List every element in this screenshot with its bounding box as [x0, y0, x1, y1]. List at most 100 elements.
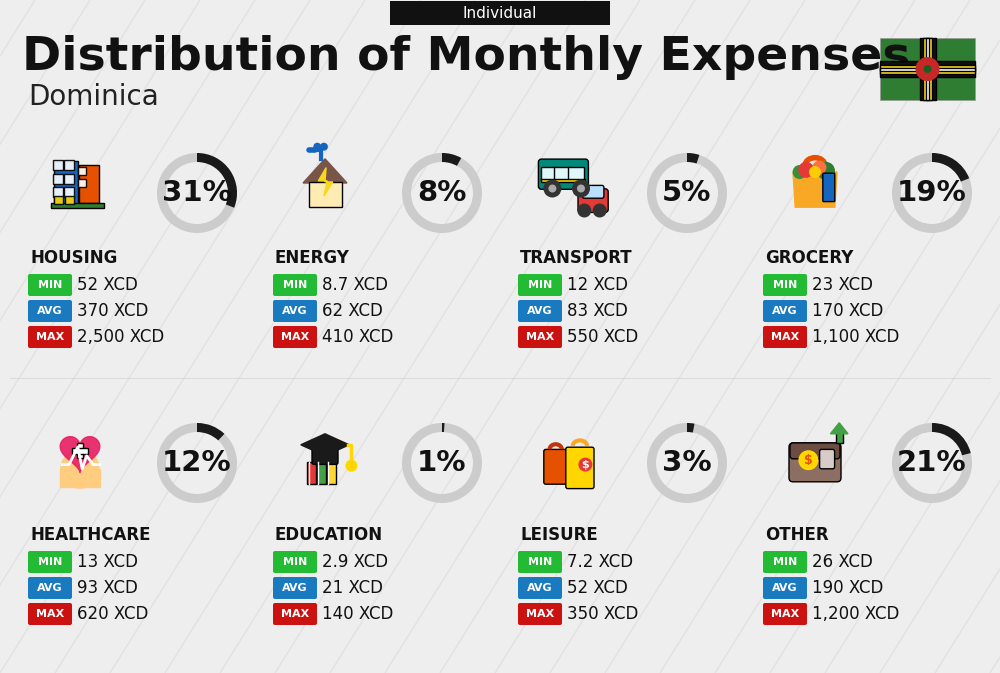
Text: 83 XCD: 83 XCD [567, 302, 628, 320]
Text: MIN: MIN [283, 280, 307, 290]
Text: AVG: AVG [527, 306, 553, 316]
FancyBboxPatch shape [763, 300, 807, 322]
FancyBboxPatch shape [28, 274, 72, 296]
FancyBboxPatch shape [836, 431, 842, 443]
FancyBboxPatch shape [273, 551, 317, 573]
Text: MIN: MIN [283, 557, 307, 567]
FancyBboxPatch shape [53, 160, 63, 170]
Text: 26 XCD: 26 XCD [812, 553, 873, 571]
Text: 2,500 XCD: 2,500 XCD [77, 328, 164, 346]
FancyBboxPatch shape [312, 441, 338, 464]
Text: AVG: AVG [772, 583, 798, 593]
Polygon shape [60, 437, 100, 472]
Text: AVG: AVG [37, 583, 63, 593]
Circle shape [572, 180, 590, 197]
FancyBboxPatch shape [518, 300, 562, 322]
FancyBboxPatch shape [880, 38, 975, 100]
Text: 1,200 XCD: 1,200 XCD [812, 605, 899, 623]
Polygon shape [793, 172, 837, 207]
FancyBboxPatch shape [544, 450, 568, 484]
Text: 5%: 5% [662, 179, 712, 207]
FancyBboxPatch shape [920, 38, 936, 100]
Text: 62 XCD: 62 XCD [322, 302, 383, 320]
Text: 12 XCD: 12 XCD [567, 276, 628, 294]
Circle shape [809, 166, 821, 178]
Text: MIN: MIN [773, 557, 797, 567]
FancyBboxPatch shape [28, 577, 72, 599]
FancyBboxPatch shape [518, 551, 562, 573]
Text: Dominica: Dominica [28, 83, 159, 111]
Text: 31%: 31% [162, 179, 232, 207]
FancyBboxPatch shape [566, 447, 594, 489]
FancyBboxPatch shape [926, 38, 929, 100]
Text: 21 XCD: 21 XCD [322, 579, 383, 597]
Text: TRANSPORT: TRANSPORT [520, 249, 633, 267]
Text: AVG: AVG [37, 306, 63, 316]
Text: AVG: AVG [282, 583, 308, 593]
FancyBboxPatch shape [54, 195, 63, 203]
FancyBboxPatch shape [518, 326, 562, 348]
Text: ENERGY: ENERGY [275, 249, 350, 267]
Wedge shape [687, 153, 699, 164]
FancyBboxPatch shape [28, 551, 72, 573]
Text: MIN: MIN [773, 280, 797, 290]
Circle shape [793, 165, 807, 179]
Text: 7.2 XCD: 7.2 XCD [567, 553, 633, 571]
FancyBboxPatch shape [518, 603, 562, 625]
FancyBboxPatch shape [28, 603, 72, 625]
FancyBboxPatch shape [72, 448, 88, 454]
FancyBboxPatch shape [53, 187, 63, 197]
Circle shape [798, 162, 814, 178]
Text: Individual: Individual [463, 5, 537, 20]
Polygon shape [301, 434, 349, 456]
FancyBboxPatch shape [64, 160, 74, 170]
Text: MIN: MIN [38, 280, 62, 290]
Circle shape [345, 460, 357, 472]
FancyBboxPatch shape [54, 161, 78, 207]
Text: 2.9 XCD: 2.9 XCD [322, 553, 388, 571]
Circle shape [916, 57, 940, 81]
FancyBboxPatch shape [923, 38, 932, 100]
Text: 190 XCD: 190 XCD [812, 579, 883, 597]
FancyBboxPatch shape [880, 61, 975, 77]
Text: 8%: 8% [417, 179, 467, 207]
FancyBboxPatch shape [582, 185, 604, 199]
Text: 52 XCD: 52 XCD [77, 276, 138, 294]
Text: 19%: 19% [897, 179, 967, 207]
Wedge shape [157, 423, 237, 503]
Text: 93 XCD: 93 XCD [77, 579, 138, 597]
FancyBboxPatch shape [538, 159, 588, 189]
FancyBboxPatch shape [273, 300, 317, 322]
Wedge shape [647, 153, 727, 233]
Wedge shape [892, 423, 972, 503]
Wedge shape [892, 153, 972, 233]
FancyBboxPatch shape [53, 174, 63, 184]
Text: 21%: 21% [897, 449, 967, 477]
Text: $: $ [582, 460, 589, 470]
Text: 3%: 3% [662, 449, 712, 477]
Text: 13 XCD: 13 XCD [77, 553, 138, 571]
FancyBboxPatch shape [763, 603, 807, 625]
FancyBboxPatch shape [28, 300, 72, 322]
Text: Distribution of Monthly Expenses: Distribution of Monthly Expenses [22, 36, 910, 81]
Wedge shape [442, 153, 461, 166]
Circle shape [924, 65, 932, 73]
Text: 1%: 1% [417, 449, 467, 477]
FancyBboxPatch shape [64, 187, 74, 197]
Wedge shape [932, 153, 969, 182]
Wedge shape [157, 153, 237, 233]
Text: MAX: MAX [771, 332, 799, 342]
Text: LEISURE: LEISURE [520, 526, 598, 544]
FancyBboxPatch shape [77, 443, 83, 458]
Wedge shape [647, 423, 727, 503]
Polygon shape [60, 469, 100, 487]
Text: 410 XCD: 410 XCD [322, 328, 393, 346]
Wedge shape [932, 423, 971, 456]
Text: MIN: MIN [528, 280, 552, 290]
FancyBboxPatch shape [518, 274, 562, 296]
Polygon shape [303, 159, 347, 183]
Text: 8.7 XCD: 8.7 XCD [322, 276, 388, 294]
FancyBboxPatch shape [64, 174, 74, 184]
Text: HEALTHCARE: HEALTHCARE [30, 526, 150, 544]
Text: $: $ [804, 454, 813, 466]
